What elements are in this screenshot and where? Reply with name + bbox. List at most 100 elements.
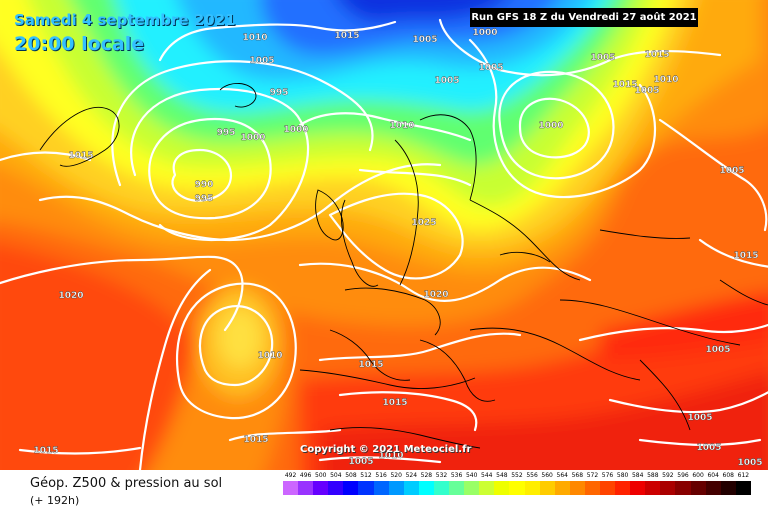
scale-swatch-532 — [433, 481, 450, 495]
isobar-value-label: 1015 — [733, 251, 758, 261]
scale-tick-580: 580 — [616, 472, 629, 479]
isobar-value-label: 1025 — [411, 218, 436, 228]
isobar-value-label: 1010 — [257, 351, 282, 361]
scale-tick-500: 500 — [315, 472, 327, 479]
isobar-value-label: 1015 — [358, 360, 383, 370]
scale-tick-560: 560 — [541, 472, 553, 479]
isobar-value-label: 1015 — [243, 435, 268, 445]
scale-swatch-612 — [735, 481, 751, 495]
isobar-value-label: 1005 — [719, 166, 744, 176]
isobar-value-label: 1005 — [412, 35, 437, 45]
scale-tick-548: 548 — [496, 472, 508, 479]
scale-swatch-528 — [418, 481, 434, 495]
scale-swatch-508 — [343, 481, 359, 495]
scale-tick-572: 572 — [586, 472, 599, 479]
scale-swatch-560 — [539, 481, 555, 495]
scale-swatch-568 — [569, 481, 585, 495]
scale-swatch-520 — [388, 481, 404, 495]
isobar-value-label: 995 — [195, 194, 214, 204]
isobar-value-label: 1015 — [68, 151, 93, 161]
scale-tick-520: 520 — [390, 472, 402, 479]
scale-swatch-500 — [313, 481, 329, 495]
isobar-value-label: 1010 — [389, 121, 414, 131]
isobar-value-label: 1005 — [590, 53, 615, 63]
isobar-value-label: 1005 — [634, 86, 659, 96]
scale-tick-596: 596 — [677, 472, 689, 479]
scale-tick-584: 584 — [631, 472, 644, 479]
scale-tick-544: 544 — [481, 472, 493, 479]
isobar-value-label: 1010 — [653, 75, 678, 85]
scale-swatch-496 — [298, 481, 314, 495]
scale-tick-536: 536 — [450, 472, 463, 479]
isobar-value-label: 1010 — [242, 33, 267, 43]
scale-tick-556: 556 — [526, 472, 538, 479]
scale-swatch-592 — [660, 481, 676, 495]
isobar-value-label: 1020 — [423, 290, 448, 300]
isobar-value-label: 1000 — [472, 28, 497, 38]
scale-swatch-516 — [373, 481, 389, 495]
isobar-value-label: 1005 — [696, 443, 721, 453]
isobar-value-label: 1015 — [33, 446, 58, 456]
isobar-value-label: 1005 — [478, 63, 503, 73]
scale-tick-528: 528 — [420, 472, 433, 479]
scale-swatch-576 — [599, 481, 616, 495]
scale-swatch-596 — [675, 481, 691, 495]
scale-swatch-552 — [509, 481, 525, 495]
scale-tick-512: 512 — [360, 472, 372, 479]
z500-color-scale: 492 496 500 504 508 512 516 520 524 528 532 536 540 5… — [283, 470, 751, 500]
scale-swatch-600 — [690, 481, 706, 495]
forecast-date: Samedi 4 septembre 2021 — [14, 11, 236, 29]
legend-title: Géop. Z500 & pression au sol — [30, 476, 223, 491]
map-legend-footer: Géop. Z500 & pression au sol (+ 192h) 49… — [0, 470, 768, 512]
coastlines — [39, 83, 768, 449]
scale-swatch-512 — [358, 481, 374, 495]
scale-swatch-564 — [554, 481, 570, 495]
scale-swatch-572 — [584, 481, 600, 495]
scale-tick-608: 608 — [722, 472, 734, 479]
scale-tick-592: 592 — [662, 472, 674, 479]
isobar-value-label: 1020 — [58, 291, 83, 301]
scale-swatch-524 — [403, 481, 419, 495]
scale-tick-604: 604 — [707, 472, 719, 479]
isobar-value-label: 1005 — [249, 56, 274, 66]
scale-tick-600: 600 — [692, 472, 704, 479]
forecast-local-time: 20:00 locale — [14, 33, 145, 55]
scale-swatch-604 — [705, 481, 721, 495]
isobar-value-label: 1015 — [382, 398, 407, 408]
scale-swatch-588 — [645, 481, 661, 495]
isobar-value-label: 990 — [195, 180, 214, 190]
isobar-value-label: 1005 — [687, 413, 712, 423]
scale-tick-568: 568 — [571, 472, 584, 479]
scale-tick-564: 564 — [556, 472, 568, 479]
scale-swatch-548 — [494, 481, 510, 495]
scale-swatch-584 — [630, 481, 646, 495]
isobar-value-label: 1005 — [348, 457, 373, 467]
scale-tick-504: 504 — [330, 472, 342, 479]
scale-tick-516: 516 — [375, 472, 387, 479]
isobar-value-label: 1010 — [378, 451, 403, 461]
scale-tick-576: 576 — [601, 472, 614, 479]
isobar-value-label: 1015 — [612, 80, 637, 90]
isobar-value-label: 995 — [270, 88, 289, 98]
scale-tick-588: 588 — [647, 472, 659, 479]
scale-tick-496: 496 — [299, 472, 312, 479]
isobar-value-label: 1015 — [334, 31, 359, 41]
scale-swatch-504 — [328, 481, 344, 495]
scale-tick-540: 540 — [465, 472, 478, 479]
scale-tick-508: 508 — [345, 472, 357, 479]
scale-tick-524: 524 — [405, 472, 418, 479]
isobar-value-label: 1000 — [283, 125, 308, 135]
isobar-value-label: 1000 — [538, 121, 563, 131]
scale-swatch-608 — [720, 481, 736, 495]
scale-swatch-556 — [524, 481, 540, 495]
isobar-value-label: 1005 — [705, 345, 730, 355]
scale-tick-612: 612 — [737, 472, 750, 479]
copyright-notice: Copyright © 2021 Meteociel.fr — [300, 444, 472, 455]
isobar-value-label: 995 — [217, 128, 236, 138]
scale-swatch-540 — [464, 481, 480, 495]
scale-tick-532: 532 — [435, 472, 448, 479]
scale-swatch-580 — [615, 481, 631, 495]
